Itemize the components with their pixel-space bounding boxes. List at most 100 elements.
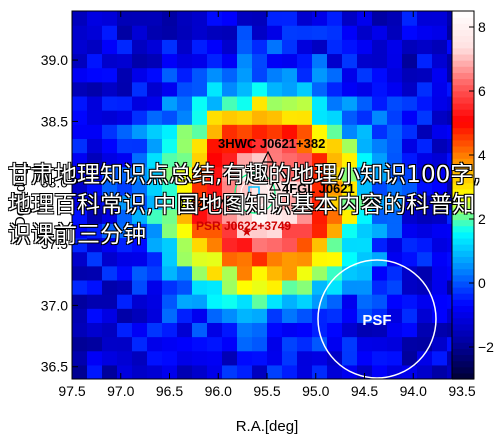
heatmap-cell xyxy=(372,308,388,323)
heatmap-cell xyxy=(162,195,178,210)
heatmap-cell xyxy=(192,265,208,281)
heatmap-cell xyxy=(432,53,448,69)
heatmap-cell xyxy=(297,195,313,210)
heatmap-cell xyxy=(192,308,208,323)
source-circle xyxy=(234,172,276,214)
heatmap-cell xyxy=(402,308,418,323)
heatmap-cell xyxy=(192,81,208,97)
heatmap-cell xyxy=(372,364,388,379)
heatmap-cell xyxy=(237,53,253,69)
colorbar-segment xyxy=(452,29,474,37)
heatmap-cell xyxy=(267,237,283,253)
heatmap-cell xyxy=(252,138,268,154)
heatmap-cell xyxy=(327,81,343,97)
heatmap-cell xyxy=(162,95,178,111)
heatmap-cell xyxy=(87,251,103,267)
heatmap-cell xyxy=(222,81,238,97)
heatmap-cell xyxy=(72,251,88,267)
heatmap-cell xyxy=(72,67,88,83)
colorbar-segment xyxy=(452,274,474,282)
label-hawc: 3HWC J0621+382 xyxy=(218,136,325,151)
heatmap-cell xyxy=(147,350,163,366)
heatmap-cell xyxy=(402,350,418,366)
heatmap-cell xyxy=(147,138,163,154)
heatmap-cell xyxy=(342,81,358,97)
heatmap-cell xyxy=(372,95,388,111)
heatmap-cell xyxy=(252,180,268,196)
heatmap-cell xyxy=(147,223,163,239)
y-tick-label: 38.0 xyxy=(41,175,68,191)
heatmap-cell xyxy=(387,364,403,379)
heatmap-cell xyxy=(282,209,298,224)
heatmap-cell xyxy=(327,251,343,267)
heatmap-cell xyxy=(342,364,358,379)
heatmap-cell xyxy=(327,138,343,154)
heatmap-cell xyxy=(207,180,223,196)
heatmap-cell xyxy=(282,237,298,253)
heatmap-cell xyxy=(327,110,343,125)
heatmap-cell xyxy=(432,350,448,366)
colorbar-segment xyxy=(452,35,474,43)
heatmap-cell xyxy=(432,209,448,224)
heatmap-cell xyxy=(387,294,403,309)
heatmap-cell xyxy=(162,251,178,267)
heatmap-cell xyxy=(267,166,283,182)
heatmap-cell xyxy=(117,237,133,253)
heatmap-cell xyxy=(297,180,313,196)
heatmap-cell xyxy=(312,138,328,154)
heatmap-cell xyxy=(387,110,403,125)
heatmap-cell xyxy=(387,81,403,97)
heatmap-cell xyxy=(177,25,193,40)
colorbar-segment xyxy=(452,66,474,73)
heatmap-cell xyxy=(72,124,88,139)
heatmap-cell xyxy=(147,251,163,267)
heatmap-cell xyxy=(72,336,88,352)
colorbar-segment xyxy=(452,299,474,306)
heatmap-cell xyxy=(102,223,118,239)
heatmap-cell xyxy=(342,308,358,323)
heatmap-cell xyxy=(342,209,358,224)
x-axis-label: R.A.[deg] xyxy=(236,418,299,435)
heatmap-cell xyxy=(177,67,193,83)
heatmap-cell xyxy=(402,124,418,139)
heatmap-cell xyxy=(282,265,298,281)
heatmap-cell xyxy=(342,39,358,55)
heatmap-cell xyxy=(252,25,268,40)
heatmap-cell xyxy=(312,322,328,338)
heatmap-cell xyxy=(417,138,433,154)
heatmap-cell xyxy=(267,124,283,139)
heatmap-cell xyxy=(147,11,163,26)
heatmap-cell xyxy=(207,138,223,154)
heatmap-cell xyxy=(207,336,223,352)
heatmap-cell xyxy=(162,11,178,26)
heatmap-cell xyxy=(417,95,433,111)
heatmap-cell xyxy=(372,11,388,26)
heatmap-cell xyxy=(267,152,283,168)
y-tick-label: 38.5 xyxy=(41,113,68,129)
heatmap-cell xyxy=(192,336,208,352)
colorbar-segment xyxy=(452,188,474,196)
heatmap-cell xyxy=(237,166,253,182)
heatmap-cell xyxy=(117,294,133,309)
heatmap-cell xyxy=(237,336,253,352)
heatmap-cell xyxy=(102,336,118,352)
heatmap-cell xyxy=(312,223,328,239)
heatmap-cell xyxy=(402,279,418,295)
colorbar-segment xyxy=(452,354,474,362)
colorbar-segment xyxy=(452,152,474,159)
heatmap-cell xyxy=(102,124,118,139)
heatmap-cell xyxy=(357,152,373,168)
heatmap-cell xyxy=(87,152,103,168)
heatmap-cell xyxy=(72,152,88,168)
heatmap-cell xyxy=(72,265,88,281)
heatmap-cell xyxy=(192,95,208,111)
heatmap-cell xyxy=(312,67,328,83)
heatmap-cell xyxy=(297,265,313,281)
heatmap-cell xyxy=(147,364,163,379)
heatmap-cell xyxy=(147,308,163,323)
heatmap-cell xyxy=(162,138,178,154)
heatmap-cell xyxy=(432,251,448,267)
heatmap-cell xyxy=(417,53,433,69)
colorbar-segment xyxy=(452,323,474,331)
